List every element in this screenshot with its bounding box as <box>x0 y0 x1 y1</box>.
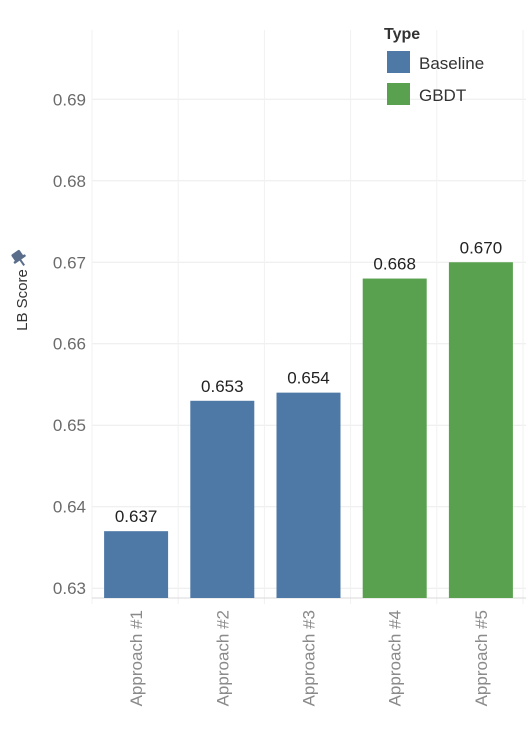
bar-value-label: 0.668 <box>373 255 416 274</box>
x-tick-label: Approach #5 <box>472 610 491 706</box>
pin-icon[interactable] <box>9 248 30 269</box>
legend-item-baseline[interactable]: Baseline <box>387 51 484 73</box>
x-tick-label: Approach #1 <box>127 610 146 706</box>
x-tick-label: Approach #2 <box>213 610 232 706</box>
y-axis-title-group: LB Score <box>14 269 31 331</box>
legend-title: Type <box>384 26 420 43</box>
y-tick-label: 0.63 <box>53 579 86 598</box>
y-tick-label: 0.66 <box>53 335 86 354</box>
y-tick-label: 0.65 <box>53 416 86 435</box>
y-tick-label: 0.68 <box>53 172 86 191</box>
x-axis-ticks: Approach #1 Approach #2 Approach #3 Approac… <box>127 610 491 706</box>
bar-approach-5[interactable] <box>448 262 513 598</box>
bar-approach-4[interactable] <box>362 278 427 598</box>
y-tick-label: 0.67 <box>53 253 86 272</box>
y-tick-label: 0.69 <box>53 90 86 109</box>
legend-label-baseline: Baseline <box>419 54 484 73</box>
legend-item-gbdt[interactable]: GBDT <box>387 83 466 105</box>
y-tick-label: 0.64 <box>53 498 86 517</box>
bar-value-label: 0.670 <box>460 238 503 257</box>
legend-label-gbdt: GBDT <box>419 86 466 105</box>
x-tick-label: Approach #4 <box>386 610 405 706</box>
bar-value-label: 0.653 <box>201 377 244 396</box>
legend-swatch-gbdt <box>387 83 410 105</box>
legend-swatch-baseline <box>387 51 410 73</box>
bar-value-label: 0.654 <box>287 369 330 388</box>
data-labels: 0.637 0.653 0.654 0.668 0.670 <box>115 238 502 526</box>
x-tick-label: Approach #3 <box>300 610 319 706</box>
bars <box>104 262 513 598</box>
bar-approach-2[interactable] <box>190 400 255 598</box>
legend: Type Baseline GBDT <box>384 26 484 105</box>
bar-approach-3[interactable] <box>276 392 341 598</box>
y-axis-ticks: 0.63 0.64 0.65 0.66 0.67 0.68 0.69 <box>53 90 86 598</box>
bar-approach-1[interactable] <box>104 531 169 598</box>
bar-value-label: 0.637 <box>115 507 158 526</box>
y-axis-title: LB Score <box>14 269 31 331</box>
